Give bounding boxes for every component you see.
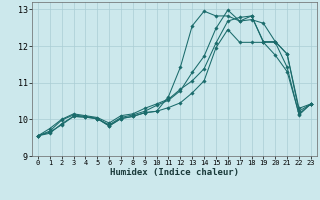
X-axis label: Humidex (Indice chaleur): Humidex (Indice chaleur) bbox=[110, 168, 239, 177]
